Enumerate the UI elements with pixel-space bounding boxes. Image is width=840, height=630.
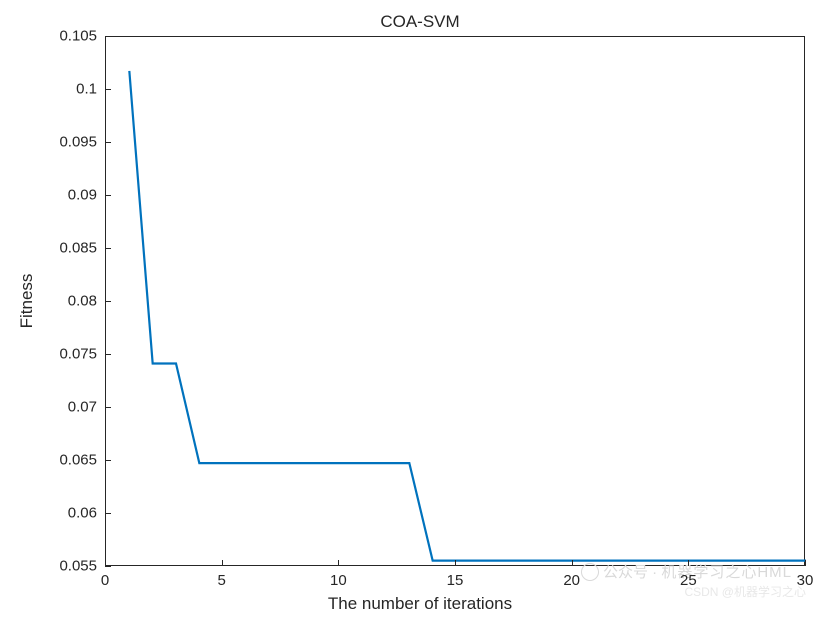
y-axis-label: Fitness <box>17 274 37 329</box>
y-tick <box>105 36 111 37</box>
y-tick-label: 0.105 <box>45 28 97 45</box>
y-tick-label: 0.1 <box>45 81 97 98</box>
y-tick <box>105 195 111 196</box>
y-tick <box>105 513 111 514</box>
figure: COA-SVM Fitness The number of iterations… <box>0 0 840 630</box>
x-tick <box>455 560 456 566</box>
y-tick <box>105 142 111 143</box>
x-tick <box>572 560 573 566</box>
plot-area <box>105 36 805 566</box>
y-tick-label: 0.055 <box>45 558 97 575</box>
x-tick-label: 15 <box>447 572 464 589</box>
x-tick <box>688 560 689 566</box>
y-tick-label: 0.065 <box>45 452 97 469</box>
x-tick-label: 20 <box>563 572 580 589</box>
x-tick-label: 25 <box>680 572 697 589</box>
y-tick <box>105 460 111 461</box>
fitness-line <box>129 71 806 561</box>
y-tick <box>105 89 111 90</box>
x-tick <box>805 560 806 566</box>
y-tick <box>105 301 111 302</box>
x-tick <box>222 560 223 566</box>
x-tick-label: 5 <box>217 572 225 589</box>
x-tick-label: 0 <box>101 572 109 589</box>
watermark-prefix: 公众号 · <box>603 564 661 581</box>
line-layer <box>106 37 806 567</box>
watermark-csdn: CSDN @机器学习之心 <box>684 583 806 600</box>
y-tick-label: 0.08 <box>45 293 97 310</box>
wechat-icon <box>581 563 599 581</box>
y-tick <box>105 354 111 355</box>
y-tick <box>105 566 111 567</box>
y-tick-label: 0.085 <box>45 240 97 257</box>
y-tick-label: 0.09 <box>45 187 97 204</box>
x-tick <box>338 560 339 566</box>
y-tick-label: 0.07 <box>45 399 97 416</box>
x-tick-label: 10 <box>330 572 347 589</box>
y-tick-label: 0.095 <box>45 134 97 151</box>
chart-title: COA-SVM <box>0 12 840 32</box>
y-tick <box>105 407 111 408</box>
y-tick-label: 0.06 <box>45 505 97 522</box>
y-tick <box>105 248 111 249</box>
y-tick-label: 0.075 <box>45 346 97 363</box>
x-tick-label: 30 <box>797 572 814 589</box>
